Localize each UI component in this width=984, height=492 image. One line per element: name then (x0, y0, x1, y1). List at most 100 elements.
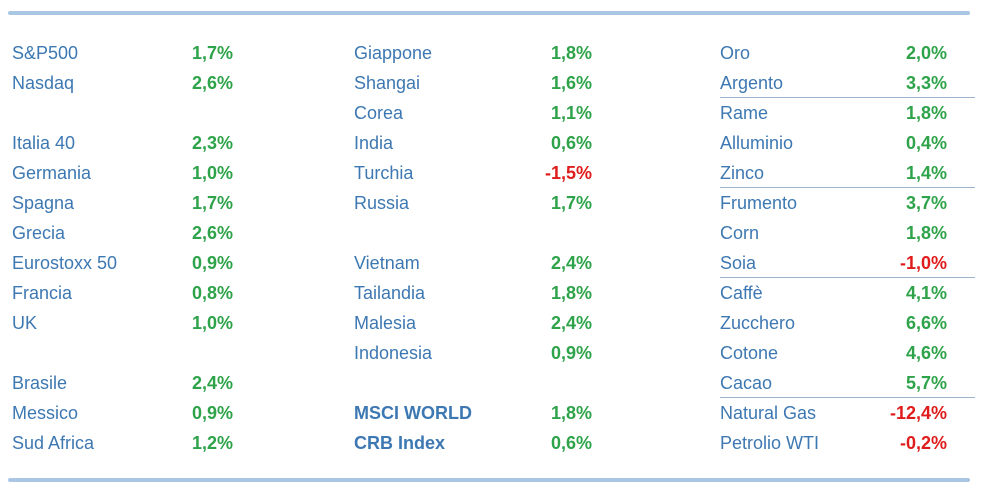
market-row: India 0,6% (354, 128, 614, 158)
market-name: Caffè (720, 283, 763, 303)
market-row: Spagna 1,7% (12, 188, 262, 218)
row-divider (720, 97, 975, 98)
market-name: Italia 40 (12, 133, 76, 153)
market-name: Giappone (354, 43, 433, 63)
market-name: Russia (354, 193, 410, 213)
change-value: 1,8% (550, 43, 592, 63)
change-value: 6,6% (905, 313, 947, 333)
change-value: 3,3% (905, 73, 947, 93)
market-name: Alluminio (720, 133, 794, 153)
bottom-rule (8, 478, 970, 482)
market-row: Sud Africa 1,2% (12, 428, 262, 458)
commodities-column: Oro 2,0% Argento 3,3% Rame 1,8% Alluminio 0,4% Z… (720, 38, 975, 458)
change-value: 1,8% (550, 283, 592, 303)
market-name: Nasdaq (12, 73, 75, 93)
market-name: Shangai (354, 73, 421, 93)
market-row: Grecia 2,6% (12, 218, 262, 248)
market-row: Alluminio 0,4% (720, 128, 975, 158)
change-value: 1,6% (550, 73, 592, 93)
market-row: Giappone 1,8% (354, 38, 614, 68)
market-name: CRB Index (354, 433, 446, 453)
market-row: Zucchero 6,6% (720, 308, 975, 338)
market-row: Zinco 1,4% (720, 158, 975, 188)
spacer-row (12, 338, 262, 368)
change-value: 1,0% (192, 163, 234, 183)
row-divider (720, 187, 975, 188)
market-name: Cotone (720, 343, 779, 363)
market-row: Cacao 5,7% (720, 368, 975, 398)
change-value: 2,4% (192, 373, 234, 393)
market-row: Messico 0,9% (12, 398, 262, 428)
market-row: Eurostoxx 50 0,9% (12, 248, 262, 278)
change-value: 0,9% (192, 403, 234, 423)
market-name: Spagna (12, 193, 75, 213)
market-name: Indonesia (354, 343, 433, 363)
market-row: Shangai 1,6% (354, 68, 614, 98)
market-row: MSCI WORLD 1,8% (354, 398, 614, 428)
market-name: Turchia (354, 163, 414, 183)
market-name: Oro (720, 43, 751, 63)
market-row: S&P500 1,7% (12, 38, 262, 68)
change-value: 2,4% (550, 253, 592, 273)
market-row: Petrolio WTI -0,2% (720, 428, 975, 458)
change-value: 0,9% (192, 253, 234, 273)
spacer-row (12, 98, 262, 128)
market-name: Natural Gas (720, 403, 817, 423)
market-row: Rame 1,8% (720, 98, 975, 128)
change-value: 1,8% (905, 223, 947, 243)
change-value: 2,6% (192, 73, 234, 93)
market-row: Vietnam 2,4% (354, 248, 614, 278)
change-value: 1,4% (905, 163, 947, 183)
change-value: 2,6% (192, 223, 234, 243)
market-row: Russia 1,7% (354, 188, 614, 218)
change-value: 0,4% (905, 133, 947, 153)
change-value: 1,7% (192, 43, 234, 63)
change-value: -1,0% (899, 253, 947, 273)
change-value: 1,7% (550, 193, 592, 213)
market-name: Vietnam (354, 253, 420, 273)
market-row: Turchia -1,5% (354, 158, 614, 188)
market-name: Argento (720, 73, 784, 93)
market-row: Francia 0,8% (12, 278, 262, 308)
change-value: 1,7% (192, 193, 234, 213)
change-value: 4,1% (905, 283, 947, 303)
market-row: Corea 1,1% (354, 98, 614, 128)
market-row: Corn 1,8% (720, 218, 975, 248)
market-name: Germania (12, 163, 92, 183)
change-value: 0,6% (550, 133, 592, 153)
market-name: Corea (354, 103, 404, 123)
market-row: Cotone 4,6% (720, 338, 975, 368)
spacer-row (354, 218, 614, 248)
market-name: Soia (720, 253, 757, 273)
change-value: 0,9% (550, 343, 592, 363)
market-name: MSCI WORLD (354, 403, 472, 423)
change-value: 0,6% (550, 433, 592, 453)
change-value: 2,0% (905, 43, 947, 63)
indices-column: S&P500 1,7% Nasdaq 2,6% Italia 40 2,3% Germani… (12, 38, 262, 458)
market-row: Soia -1,0% (720, 248, 975, 278)
market-name: Malesia (354, 313, 417, 333)
market-name: Rame (720, 103, 769, 123)
change-value: 1,1% (550, 103, 592, 123)
market-name: Frumento (720, 193, 798, 213)
market-name: Sud Africa (12, 433, 95, 453)
market-row: Germania 1,0% (12, 158, 262, 188)
market-name: Brasile (12, 373, 68, 393)
market-name: Eurostoxx 50 (12, 253, 118, 273)
market-name: Petrolio WTI (720, 433, 820, 453)
market-name: Grecia (12, 223, 66, 243)
market-row: Tailandia 1,8% (354, 278, 614, 308)
market-name: Cacao (720, 373, 773, 393)
row-divider (720, 397, 975, 398)
market-row: Brasile 2,4% (12, 368, 262, 398)
market-row: Oro 2,0% (720, 38, 975, 68)
change-value: -1,5% (544, 163, 592, 183)
change-value: 1,8% (905, 103, 947, 123)
market-name: Francia (12, 283, 73, 303)
market-name: Zucchero (720, 313, 796, 333)
market-name: Zinco (720, 163, 765, 183)
top-rule (8, 11, 970, 15)
market-name: S&P500 (12, 43, 79, 63)
market-row: Malesia 2,4% (354, 308, 614, 338)
market-row: Nasdaq 2,6% (12, 68, 262, 98)
